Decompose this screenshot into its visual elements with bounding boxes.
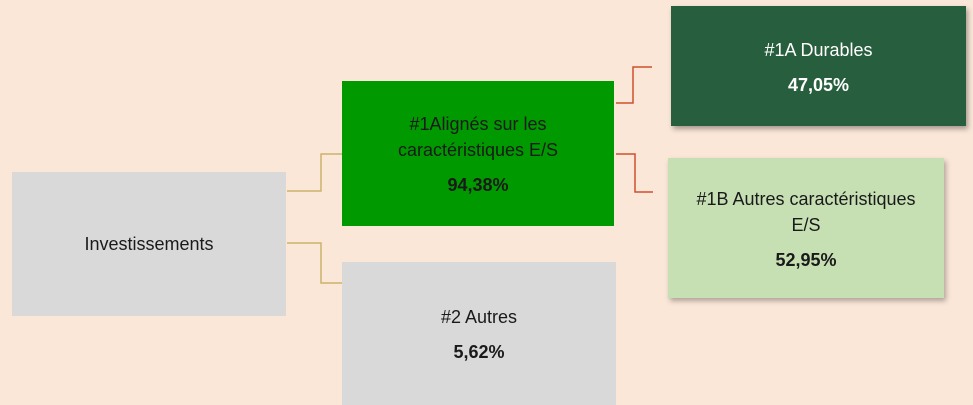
connector — [616, 66, 652, 104]
node-value: 52,95% — [775, 249, 837, 270]
node-value: 5,62% — [453, 342, 505, 362]
node-label: E/S — [791, 214, 821, 235]
node-label: Investissements — [84, 234, 214, 254]
connector — [616, 153, 653, 193]
node-label: #1Alignés sur les — [409, 114, 547, 134]
node-investissements: Investissements — [12, 172, 286, 316]
node-autres-caracteristiques: #1B Autres caractéristiques E/S 52,95% — [668, 158, 944, 298]
connector — [287, 242, 342, 284]
node-durables: #1A Durables 47,05% — [671, 6, 966, 126]
node-alignes: #1Alignés sur les caractéristiques E/S 94,… — [342, 81, 614, 226]
node-value: 47,05% — [787, 74, 850, 95]
node-autres: #2 Autres 5,62% — [342, 262, 616, 405]
node-label: caractéristiques E/S — [397, 140, 559, 160]
connector — [287, 153, 342, 192]
node-value: 94,38% — [447, 175, 509, 195]
node-label: #2 Autres — [440, 307, 518, 327]
node-label: #1B Autres caractéristiques — [696, 188, 916, 209]
node-label: #1A Durables — [764, 39, 873, 60]
